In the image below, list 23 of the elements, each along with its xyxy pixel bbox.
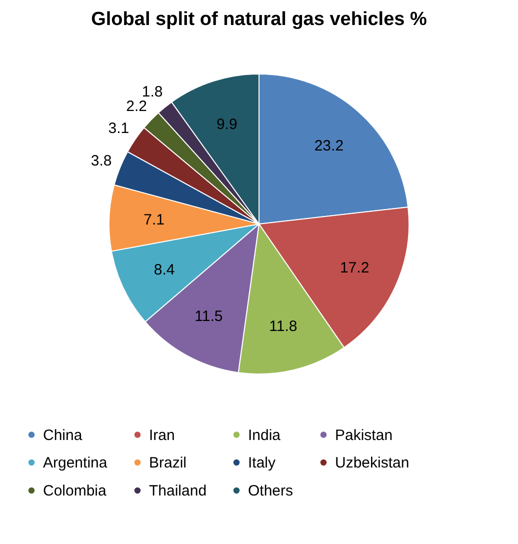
legend-label: Uzbekistan — [335, 454, 410, 472]
legend-label: Argentina — [43, 454, 108, 472]
legend-label: India — [248, 426, 282, 444]
data-label: 9.9 — [216, 116, 238, 134]
chart-title: Global split of natural gas vehicles % — [91, 9, 427, 30]
legend-label: Pakistan — [335, 426, 393, 444]
data-label: 2.2 — [126, 98, 147, 116]
data-label: 8.4 — [154, 261, 175, 278]
legend-label: Colombia — [43, 482, 108, 500]
data-label: 11.5 — [194, 308, 223, 326]
data-label: 17.2 — [340, 260, 370, 277]
data-label: 7.1 — [144, 212, 165, 229]
data-label: 23.2 — [314, 138, 344, 155]
legend-label: Brazil — [149, 454, 187, 472]
legend-label: Others — [248, 482, 294, 500]
data-label: 11.8 — [269, 318, 298, 336]
data-label: 3.1 — [108, 120, 130, 138]
legend-label: China — [43, 426, 83, 444]
legend-label: Italy — [248, 454, 276, 472]
data-label: 3.8 — [90, 152, 112, 170]
data-label: 1.8 — [142, 84, 163, 101]
legend-label: Iran — [149, 426, 175, 444]
legend-label: Thailand — [149, 482, 207, 500]
